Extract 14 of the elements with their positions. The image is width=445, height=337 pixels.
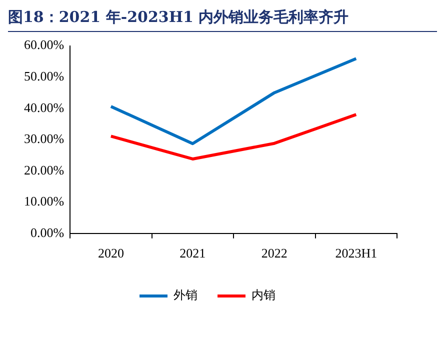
y-tick-label: 50.00%	[24, 68, 64, 84]
y-tick-label: 30.00%	[24, 131, 64, 146]
y-tick-label: 0.00%	[30, 224, 64, 240]
y-tick-label: 60.00%	[24, 37, 64, 52]
legend-label: 内销	[252, 288, 276, 302]
chart-title: 图18：2021 年-2023H1 内外销业务毛利率齐升	[8, 8, 437, 32]
x-tick-label: 2021	[180, 246, 206, 261]
y-tick-label: 40.00%	[24, 100, 64, 115]
y-tick-label: 20.00%	[24, 162, 64, 178]
x-tick-label: 2023H1	[335, 246, 378, 261]
y-tick-label: 10.00%	[24, 194, 64, 209]
x-tick-label: 2022	[261, 246, 288, 261]
legend-label: 外销	[174, 288, 198, 302]
x-tick-label: 2020	[98, 246, 124, 261]
